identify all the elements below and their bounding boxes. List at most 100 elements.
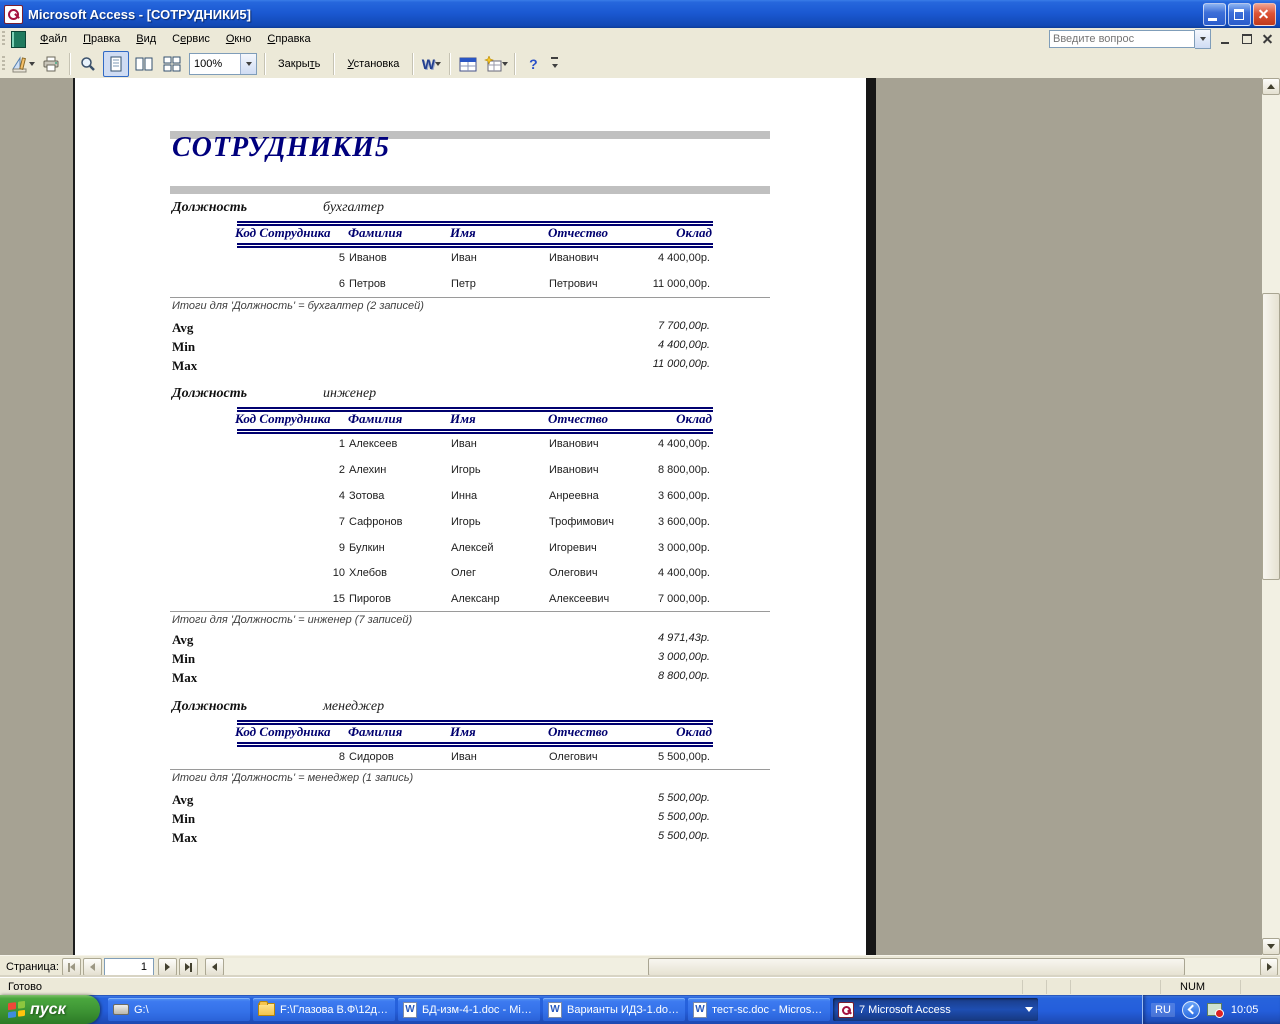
hscroll-left-button[interactable] xyxy=(205,958,224,976)
group-separator xyxy=(170,611,770,612)
taskbar-button-word-doc[interactable]: W Варианты ИДЗ-1.do… xyxy=(543,998,685,1021)
menu-tools[interactable]: Сервис xyxy=(172,33,210,45)
table-row: 6 Петров Петр Петрович 11 000,00р. xyxy=(338,278,710,290)
previous-page-button[interactable] xyxy=(83,958,102,976)
new-object-dropdown-icon[interactable] xyxy=(502,62,509,69)
report-window-icon[interactable] xyxy=(11,30,26,48)
close-button[interactable] xyxy=(1253,2,1276,26)
menu-edit[interactable]: Правка xyxy=(83,33,121,45)
toolbar-separator xyxy=(514,53,516,75)
header-rule xyxy=(237,221,713,226)
network-disconnected-icon[interactable] xyxy=(1206,1003,1224,1018)
menubar-grip[interactable] xyxy=(2,31,5,47)
language-indicator[interactable]: RU xyxy=(1151,1002,1175,1017)
column-header: Фамилия xyxy=(348,724,403,739)
two-pages-icon xyxy=(135,56,153,72)
report-preview-area: СОТРУДНИКИ5 Должность бухгалтер Код Сотр… xyxy=(0,78,1280,955)
one-page-button[interactable] xyxy=(103,51,129,77)
stat-row: Min 3 000,00р. xyxy=(172,651,710,666)
menu-help[interactable]: Справка xyxy=(267,33,311,45)
column-header: Имя xyxy=(450,411,476,426)
taskbar-button-access-group[interactable]: 7 Microsoft Access xyxy=(833,998,1038,1021)
zoom-level-combobox[interactable]: 100% xyxy=(189,53,257,75)
print-button[interactable] xyxy=(38,51,64,77)
table-row: 9 Булкин Алексей Игоревич 3 000,00р. xyxy=(338,542,710,554)
last-page-button[interactable] xyxy=(179,958,198,976)
access-app-icon[interactable] xyxy=(4,4,23,24)
multiple-pages-icon xyxy=(163,56,181,72)
taskbar-button-word-doc[interactable]: W БД-изм-4-1.doc - Mic… xyxy=(398,998,540,1021)
design-view-icon xyxy=(11,55,29,73)
group-field-label: Должность xyxy=(172,386,248,401)
zoom-tool-button[interactable] xyxy=(75,51,101,77)
restore-button[interactable] xyxy=(1228,2,1251,26)
menu-window[interactable]: Окно xyxy=(225,33,252,45)
design-view-button[interactable] xyxy=(10,51,36,77)
ask-question-input[interactable] xyxy=(1049,30,1195,48)
report-page[interactable]: СОТРУДНИКИ5 Должность бухгалтер Код Сотр… xyxy=(73,78,866,955)
start-button[interactable]: пуск xyxy=(0,995,100,1024)
group-dropdown-icon[interactable] xyxy=(1025,1007,1033,1016)
column-header: Фамилия xyxy=(348,225,403,240)
header-rule xyxy=(237,742,713,747)
scroll-down-button[interactable] xyxy=(1262,938,1280,955)
menu-file[interactable]: Файл xyxy=(40,33,68,45)
taskbar-button-drive[interactable]: G:\ xyxy=(108,998,250,1021)
column-header: Оклад xyxy=(676,225,712,240)
new-object-button[interactable] xyxy=(483,51,509,77)
page-navigation-bar: Страница: xyxy=(0,955,1280,978)
toolbar-separator xyxy=(449,53,451,75)
taskbar-button-folder[interactable]: F:\Глазова В.Ф\12д… xyxy=(253,998,395,1021)
report-header-rule xyxy=(170,186,770,194)
page-label: Страница: xyxy=(6,961,59,973)
close-preview-button[interactable]: Закрыть xyxy=(278,58,321,70)
word-icon: W xyxy=(403,1001,417,1018)
current-page-input[interactable] xyxy=(104,958,154,976)
column-header: Оклад xyxy=(676,724,712,739)
database-window-button[interactable] xyxy=(455,51,481,77)
word-icon: W xyxy=(548,1001,562,1018)
vertical-scrollbar[interactable] xyxy=(1262,78,1280,955)
question-dropdown-icon[interactable] xyxy=(1195,29,1211,49)
mdi-restore-icon[interactable] xyxy=(1240,33,1253,45)
window-title: Microsoft Access - [СОТРУДНИКИ5] xyxy=(28,6,251,22)
group-value: инженер xyxy=(323,386,377,401)
multiple-pages-button[interactable] xyxy=(159,51,185,77)
word-icon: W xyxy=(693,1001,707,1018)
setup-button[interactable]: Установка xyxy=(347,58,400,70)
hide-icons-chevron-icon[interactable] xyxy=(1181,1000,1200,1019)
group-value: бухгалтер xyxy=(323,200,384,215)
vertical-scroll-thumb[interactable] xyxy=(1262,293,1280,580)
stat-row: Min 4 400,00р. xyxy=(172,339,710,354)
stat-row: Max 8 800,00р. xyxy=(172,670,710,685)
help-button[interactable]: ? xyxy=(520,51,546,77)
stat-row: Max 11 000,00р. xyxy=(172,358,710,373)
horizontal-scroll-thumb[interactable] xyxy=(648,958,1185,976)
status-bar: Готово NUM xyxy=(0,977,1280,996)
header-rule xyxy=(237,429,713,434)
hscroll-right-button[interactable] xyxy=(1260,958,1278,976)
first-page-button[interactable] xyxy=(62,958,81,976)
design-view-dropdown-icon[interactable] xyxy=(29,62,35,69)
two-pages-button[interactable] xyxy=(131,51,157,77)
group-separator xyxy=(170,769,770,770)
taskbar-button-word-doc[interactable]: W тест-sc.doc - Microso… xyxy=(688,998,830,1021)
menu-view[interactable]: Вид xyxy=(136,33,157,45)
office-links-word-button[interactable]: W xyxy=(418,51,444,77)
zoom-dropdown-icon[interactable] xyxy=(240,54,256,74)
column-header: Код Сотрудника xyxy=(235,724,331,739)
database-window-icon xyxy=(459,57,477,72)
mdi-close-icon[interactable] xyxy=(1261,33,1274,45)
scroll-up-button[interactable] xyxy=(1262,78,1280,95)
column-header: Имя xyxy=(450,724,476,739)
menu-bar: Файл Правка Вид Сервис Окно Справка xyxy=(0,28,1280,51)
office-links-dropdown-icon[interactable] xyxy=(435,62,442,69)
toolbar-options-button[interactable] xyxy=(551,57,559,71)
toolbar-grip[interactable] xyxy=(2,56,5,72)
mdi-minimize-icon[interactable] xyxy=(1219,33,1232,45)
table-row: 10 Хлебов Олег Олегович 4 400,00р. xyxy=(332,567,710,579)
table-row: 15 Пирогов Алексанр Алексеевич 7 000,00р. xyxy=(332,593,710,605)
next-page-button[interactable] xyxy=(158,958,177,976)
minimize-button[interactable] xyxy=(1203,2,1226,26)
